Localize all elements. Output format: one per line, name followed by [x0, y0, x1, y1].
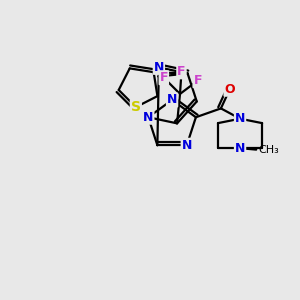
Text: N: N	[143, 111, 154, 124]
Text: N: N	[235, 142, 245, 155]
Text: N: N	[167, 93, 177, 106]
Text: CH₃: CH₃	[259, 145, 279, 154]
Text: N: N	[182, 139, 192, 152]
Text: N: N	[154, 61, 164, 74]
Text: F: F	[177, 65, 186, 78]
Text: N: N	[235, 112, 245, 125]
Text: S: S	[131, 100, 141, 114]
Text: O: O	[224, 83, 235, 96]
Text: F: F	[160, 71, 168, 84]
Text: F: F	[194, 74, 202, 87]
